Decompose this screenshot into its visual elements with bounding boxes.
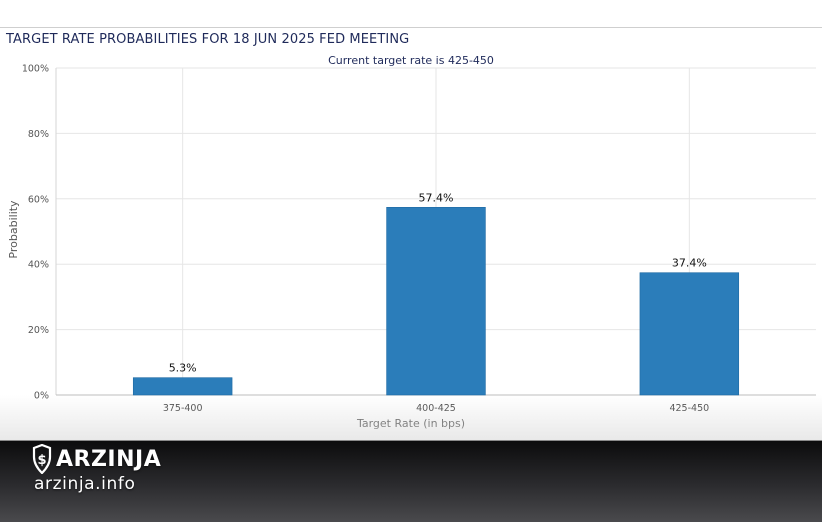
arzinja-logo-icon: $ bbox=[32, 444, 52, 474]
y-tick-label: 60% bbox=[28, 194, 49, 205]
svg-text:$: $ bbox=[37, 453, 46, 468]
y-tick-label: 20% bbox=[28, 325, 49, 336]
x-tick-label: 375-400 bbox=[163, 403, 203, 414]
x-tick-label: 400-425 bbox=[416, 403, 456, 414]
y-tick-label: 100% bbox=[22, 64, 49, 75]
bar bbox=[132, 377, 233, 396]
y-tick-label: 0% bbox=[34, 391, 49, 402]
labels: 0% 20% 40% 60% 80% 100% 5.3% 375-400 57.4% 400-42… bbox=[7, 54, 709, 430]
x-axis-title: Target Rate (in bps) bbox=[356, 417, 465, 430]
watermark-url: arzinja.info bbox=[34, 474, 136, 494]
data-label: 5.3% bbox=[169, 362, 197, 375]
watermark-logo: $ ARZINJA bbox=[32, 443, 161, 475]
bar bbox=[386, 207, 486, 396]
bar bbox=[639, 272, 740, 396]
watermark-band bbox=[0, 440, 822, 522]
y-tick-label: 40% bbox=[28, 260, 49, 271]
bars bbox=[132, 207, 740, 396]
chart-subtitle: Current target rate is 425-450 bbox=[328, 54, 494, 67]
y-tick-label: 80% bbox=[28, 129, 49, 140]
data-label: 57.4% bbox=[419, 191, 454, 204]
top-divider bbox=[0, 27, 822, 28]
y-axis-title: Probability bbox=[7, 200, 20, 259]
watermark-brand: ARZINJA bbox=[56, 446, 162, 472]
chart-title: TARGET RATE PROBABILITIES FOR 18 JUN 202… bbox=[6, 32, 410, 47]
data-label: 37.4% bbox=[672, 257, 707, 270]
x-tick-label: 425-450 bbox=[669, 403, 709, 414]
footer-divider bbox=[0, 440, 822, 441]
bar-chart: 0% 20% 40% 60% 80% 100% 5.3% 375-400 57.4% 400-42… bbox=[7, 54, 816, 430]
